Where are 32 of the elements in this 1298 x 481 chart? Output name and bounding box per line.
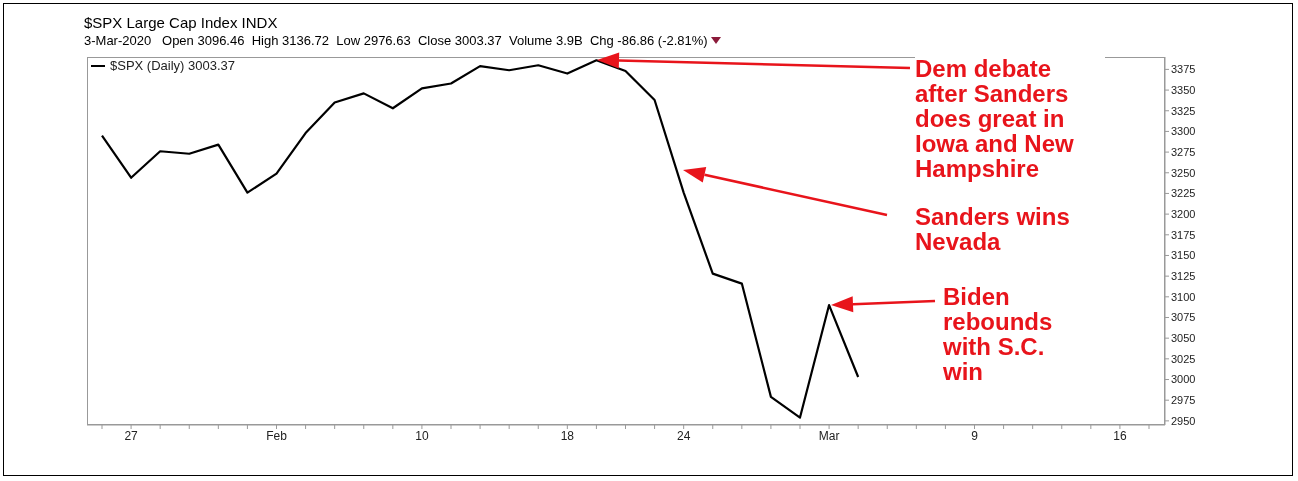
x-tick-label: Feb [266, 428, 288, 443]
x-tick-label: 24 [676, 428, 691, 443]
y-tick-label: 3200 [1171, 208, 1196, 221]
y-tick-label: 2975 [1171, 394, 1196, 407]
y-tick-label: 3075 [1171, 311, 1196, 324]
y-tick-label: 3225 [1171, 187, 1196, 200]
y-tick-label: 3125 [1171, 270, 1196, 283]
x-tick-label: 9 [971, 428, 979, 443]
y-tick-label: 3275 [1171, 146, 1196, 159]
y-tick-label: 3350 [1171, 83, 1196, 96]
y-tick-label: 3300 [1171, 125, 1196, 138]
y-tick-label: 3325 [1171, 104, 1196, 117]
y-tick-label: 3100 [1171, 290, 1196, 303]
x-tick-label: 10 [415, 428, 429, 443]
y-tick-label: 3175 [1171, 228, 1196, 241]
annotation: Biden rebounds with S.C. win [943, 283, 1078, 385]
annotation: Dem debate after Sanders does great in Iowa and New Hampshire [915, 55, 1105, 182]
chart-subtitle: 3-Mar-2020 Open 3096.46 High 3136.72 Low 2976.63 Close 3003.37 Volume 3.9B Chg -86.86 (-2.81%) [84, 33, 708, 48]
x-tick-label: 27 [124, 428, 139, 443]
annotation: Sanders wins Nevada [915, 203, 1105, 255]
y-tick-label: 3050 [1171, 332, 1196, 345]
y-tick-label: 3000 [1171, 373, 1196, 386]
y-tick-label: 2950 [1171, 414, 1196, 427]
x-tick-label: 18 [560, 428, 575, 443]
chart-title: $SPX Large Cap Index INDX [84, 14, 278, 31]
legend-label: $SPX (Daily) 3003.37 [110, 58, 236, 73]
y-tick-label: 3375 [1171, 63, 1196, 76]
x-tick-label: 16 [1113, 428, 1127, 443]
y-tick-label: 3250 [1171, 166, 1196, 179]
y-tick-label: 3025 [1171, 352, 1196, 365]
y-tick-label: 3150 [1171, 249, 1196, 262]
x-tick-label: Mar [818, 428, 840, 443]
